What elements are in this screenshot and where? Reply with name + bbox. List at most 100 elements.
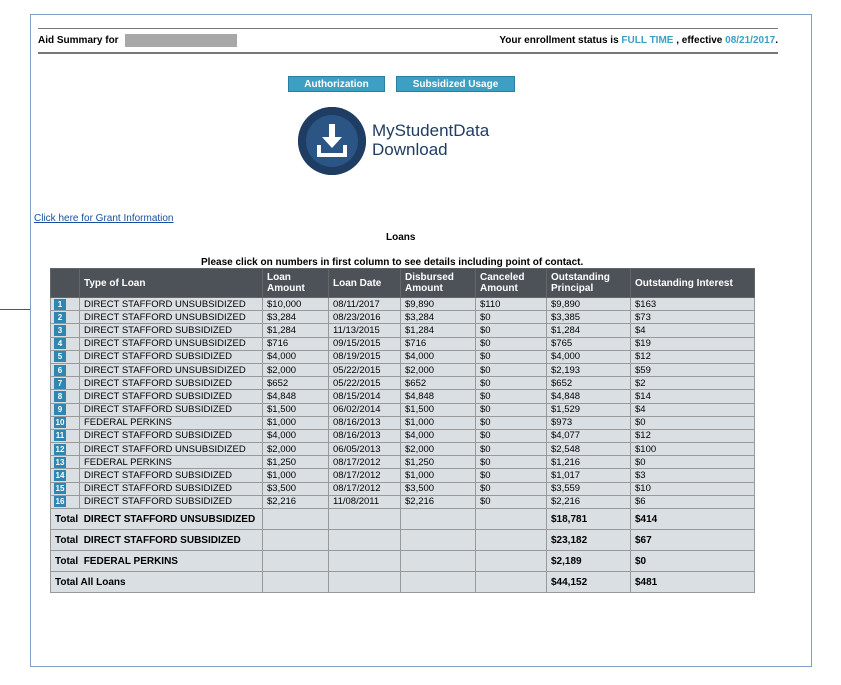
loans-table: Type of Loan Loan Amount Loan Date Disbu… [50,268,755,593]
loan-cell: $19 [630,336,755,351]
aid-summary-bar: Aid Summary for Your enrollment status i… [38,28,778,54]
loan-cell: $59 [630,362,755,378]
loan-cell: $73 [630,310,755,325]
loan-number-cell: 16 [50,494,80,510]
total-empty-cell [328,529,401,551]
loan-row: 5 DIRECT STAFFORD SUBSIDIZED $4,000 08/19/2… [50,349,755,364]
loan-number-cell: 6 [50,362,80,378]
loan-cell: FEDERAL PERKINS [79,415,263,430]
loan-number-cell: 7 [50,376,80,391]
loan-cell: $10 [630,481,755,496]
loan-cell: DIRECT STAFFORD UNSUBSIDIZED [79,310,263,325]
loan-detail-link[interactable]: 6 [54,364,66,376]
logo-line1: MyStudentData [372,121,490,140]
loan-cell: $652 [262,376,329,391]
total-empty-cell [475,571,547,593]
total-empty-cell [475,508,547,530]
loan-cell: $1,216 [546,455,631,470]
loan-cell: $1,000 [400,468,476,483]
loan-cell: 08/16/2013 [328,415,401,430]
loan-cell: $1,529 [546,402,631,417]
loan-cell: $1,284 [400,323,476,338]
loan-cell: $0 [475,455,547,470]
loan-cell: DIRECT STAFFORD UNSUBSIDIZED [79,362,263,378]
loan-cell: 08/11/2017 [328,296,401,312]
loan-cell: $0 [475,442,547,457]
total-empty-cell [400,529,476,551]
loan-cell: 08/15/2014 [328,389,401,404]
loan-cell: 08/17/2012 [328,455,401,470]
loan-detail-link[interactable]: 15 [54,483,66,495]
total-empty-cell [400,550,476,572]
loan-detail-link[interactable]: 16 [54,496,66,508]
total-label: Total DIRECT STAFFORD UNSUBSIDIZED [50,508,263,530]
loan-row: 1 DIRECT STAFFORD UNSUBSIDIZED $10,000 08/1… [50,296,755,312]
loan-detail-link[interactable]: 1 [54,298,66,310]
mystudentdata-download-link[interactable]: MyStudentData Download [372,121,489,159]
loan-cell: $100 [630,442,755,457]
loan-number-cell: 15 [50,481,80,496]
loan-detail-link[interactable]: 2 [54,311,66,323]
loan-detail-link[interactable]: 14 [54,470,66,482]
total-principal: $44,152 [546,571,631,593]
loan-number-cell: 2 [50,310,80,325]
col-type-of-loan: Type of Loan [79,268,263,298]
total-empty-cell [328,508,401,530]
loan-cell: 05/22/2015 [328,376,401,391]
loan-detail-link[interactable]: 3 [54,324,66,336]
loan-detail-link[interactable]: 10 [54,417,66,429]
redacted-name [124,34,237,47]
total-empty-cell [400,571,476,593]
loan-detail-link[interactable]: 12 [54,443,66,455]
loan-cell: $2,000 [262,362,329,378]
loan-cell: $4 [630,402,755,417]
loan-detail-link[interactable]: 9 [54,404,66,416]
loan-cell: $163 [630,296,755,312]
loan-cell: $3 [630,468,755,483]
loans-instructions: Please click on numbers in first column … [201,257,584,268]
total-principal: $18,781 [546,508,631,530]
loan-detail-link[interactable]: 11 [54,430,66,442]
loan-cell: $0 [475,389,547,404]
loan-cell: $2 [630,376,755,391]
loan-cell: $0 [475,362,547,378]
loan-cell: $4,000 [262,349,329,364]
download-icon[interactable] [298,107,366,175]
pointer-arrow-line [0,309,36,310]
total-row: Total FEDERAL PERKINS $2,189 $0 [50,550,755,572]
loan-cell: 08/17/2012 [328,468,401,483]
loan-number-cell: 12 [50,442,80,457]
authorization-button[interactable]: Authorization [288,76,385,92]
loan-cell: $0 [475,349,547,364]
total-empty-cell [328,571,401,593]
loan-number-cell: 10 [50,415,80,430]
loan-cell: $4,000 [546,349,631,364]
col-outstanding-principal: Outstanding Principal [546,268,631,298]
total-empty-cell [262,550,329,572]
total-empty-cell [475,529,547,551]
loan-detail-link[interactable]: 8 [54,390,66,402]
total-row: Total DIRECT STAFFORD SUBSIDIZED $23,182 $… [50,529,755,551]
loan-number-cell: 11 [50,428,80,444]
loan-detail-link[interactable]: 4 [54,338,66,350]
loan-cell: $973 [546,415,631,430]
subsidized-usage-button[interactable]: Subsidized Usage [396,76,515,92]
loan-cell: $652 [400,376,476,391]
loan-cell: $1,284 [546,323,631,338]
loan-cell: $1,250 [262,455,329,470]
enrollment-status: Your enrollment status is FULL TIME , ef… [499,35,778,46]
loan-cell: $1,000 [400,415,476,430]
loan-cell: DIRECT STAFFORD UNSUBSIDIZED [79,442,263,457]
loan-cell: $4,000 [262,428,329,444]
loan-cell: $4,848 [262,389,329,404]
loan-detail-link[interactable]: 5 [54,351,66,363]
loan-detail-link[interactable]: 13 [54,456,66,468]
loan-detail-link[interactable]: 7 [54,377,66,389]
loan-cell: $1,500 [400,402,476,417]
loan-cell: 08/17/2012 [328,481,401,496]
loan-cell: $2,216 [262,494,329,510]
loan-cell: 05/22/2015 [328,362,401,378]
aid-summary-label: Aid Summary for [38,35,119,46]
loan-number-cell: 14 [50,468,80,483]
grant-information-link[interactable]: Click here for Grant Information [34,213,174,224]
